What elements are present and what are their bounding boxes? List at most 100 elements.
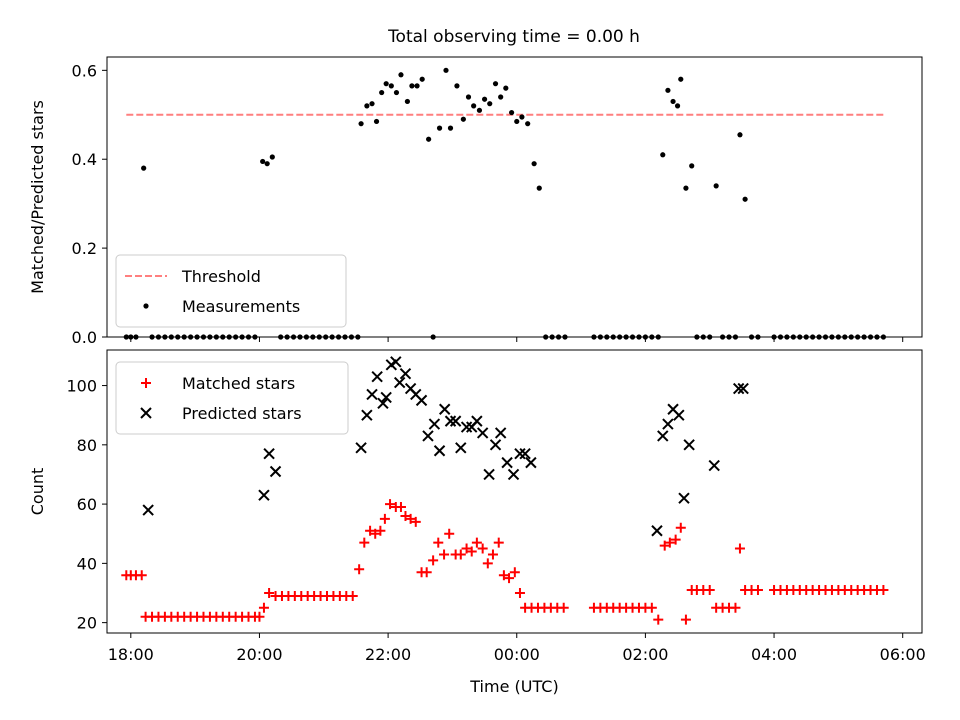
legend-label: Predicted stars — [182, 404, 302, 423]
data-point — [443, 67, 449, 73]
data-point — [477, 543, 488, 554]
data-point — [492, 81, 499, 87]
data-point — [428, 418, 441, 430]
data-point — [455, 442, 467, 454]
data-point — [264, 161, 270, 167]
data-point — [269, 154, 275, 160]
x-tick-label: 00:00 — [494, 645, 540, 664]
data-point — [373, 118, 380, 125]
legend-marker — [140, 407, 152, 419]
data-point — [752, 585, 763, 596]
data-point — [501, 456, 513, 469]
data-point — [364, 103, 370, 109]
data-point — [481, 96, 488, 102]
data-point — [258, 489, 270, 501]
y-axis-label: Matched/Predicted stars — [28, 100, 47, 294]
data-point — [460, 421, 473, 433]
data-point — [454, 83, 460, 89]
data-point — [358, 121, 364, 127]
data-point — [393, 89, 400, 96]
x-axis-label: Time (UTC) — [469, 677, 558, 696]
figure-title: Total observing time = 0.00 h — [387, 27, 640, 47]
data-point — [471, 537, 482, 548]
data-point — [263, 448, 275, 460]
axes-frame — [106, 56, 923, 338]
data-point — [708, 459, 720, 472]
data-point — [260, 158, 266, 165]
data-point — [476, 427, 489, 439]
data-point — [670, 534, 681, 545]
x-tick-label: 20:00 — [236, 645, 282, 664]
count-panel: 20 40 60 80 100 18:00 20:00 22:00 00:00 02:00 04:0… — [28, 349, 926, 696]
data-point — [390, 356, 402, 368]
data-point — [388, 83, 394, 89]
data-point — [379, 513, 390, 524]
data-point — [734, 543, 745, 554]
data-point — [433, 445, 446, 457]
x-tick-label: 06:00 — [880, 645, 926, 664]
y-tick-label: 0.6 — [72, 61, 97, 80]
data-point — [465, 94, 472, 100]
data-point — [737, 382, 749, 395]
data-point — [444, 528, 455, 539]
data-point — [487, 101, 493, 107]
y-tick-label: 60 — [77, 495, 97, 514]
data-point — [662, 418, 674, 430]
data-point — [400, 510, 411, 521]
legend: Threshold Measurements — [115, 254, 347, 328]
data-point — [689, 163, 695, 169]
data-point — [410, 516, 421, 527]
data-point — [730, 602, 741, 613]
data-point — [878, 585, 889, 596]
series-matched-stars — [121, 499, 889, 625]
y-tick-label: 0.4 — [72, 150, 97, 169]
data-point — [683, 439, 695, 451]
data-point — [438, 403, 451, 415]
data-point — [258, 602, 269, 613]
data-point — [670, 98, 676, 105]
legend-label: Threshold — [181, 267, 261, 286]
data-point — [503, 85, 509, 91]
data-point — [264, 587, 275, 598]
data-point — [461, 543, 472, 554]
data-point — [673, 409, 685, 421]
data-point — [136, 570, 147, 581]
data-point — [393, 376, 406, 389]
data-point — [531, 161, 537, 167]
data-point — [674, 103, 681, 109]
data-point — [422, 430, 434, 442]
data-point — [347, 590, 358, 601]
data-point — [498, 570, 509, 581]
data-point — [455, 549, 466, 560]
legend-box — [115, 361, 349, 435]
data-point — [514, 118, 520, 125]
data-point — [436, 125, 443, 131]
x-tick-label: 02:00 — [622, 645, 668, 664]
data-point — [383, 81, 389, 87]
data-point — [141, 165, 147, 171]
y-tick-label: 0.0 — [72, 328, 97, 347]
data-point — [507, 468, 520, 481]
data-point — [680, 614, 691, 625]
data-point — [269, 465, 282, 478]
data-point — [660, 152, 666, 158]
data-point — [519, 448, 531, 460]
data-point — [409, 83, 415, 89]
data-point — [415, 394, 428, 407]
data-point — [742, 196, 748, 202]
legend-label: Measurements — [182, 297, 300, 316]
data-point — [713, 183, 719, 189]
data-point — [370, 528, 381, 539]
data-point — [483, 468, 495, 481]
data-point — [659, 540, 670, 551]
data-point — [460, 116, 466, 122]
data-point — [704, 585, 715, 596]
data-point — [379, 89, 385, 96]
data-point — [651, 525, 663, 537]
data-point — [361, 409, 373, 421]
data-point — [471, 103, 477, 109]
data-point — [414, 83, 420, 89]
data-point — [509, 109, 515, 116]
series-predicted-stars — [142, 356, 749, 537]
y-tick-label: 80 — [77, 436, 97, 455]
